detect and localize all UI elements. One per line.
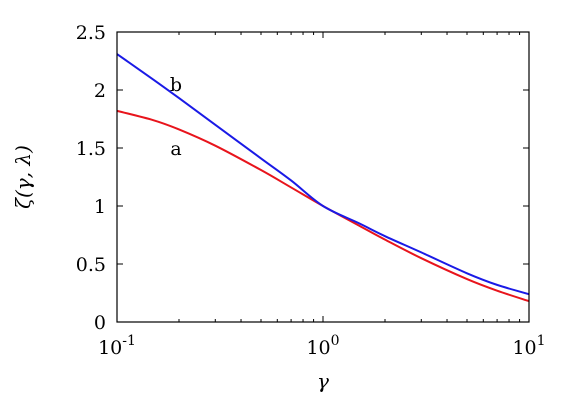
plot-frame [116, 31, 530, 323]
curve-label-b: b [170, 74, 182, 96]
x-axis-label: γ [317, 369, 329, 393]
curve-label-a: a [170, 138, 181, 160]
y-tick-label-4: 2 [94, 80, 106, 102]
x-tick-label-1: 100 [306, 333, 339, 359]
y-tick-label-0: 0 [94, 312, 106, 334]
y-tick-label-2: 1 [94, 196, 106, 218]
x-tick-label-0: 10-1 [98, 333, 136, 359]
y-tick-label-1: 0.5 [76, 254, 106, 276]
series-line-b [116, 53, 530, 296]
x-tick-label-2: 101 [512, 333, 545, 359]
plot-marks: 0 0.5 1 1.5 2 2.5 10-1 100 101 b a [76, 22, 546, 359]
y-tick-label-3: 1.5 [76, 138, 106, 160]
y-axis-label: ζ(γ, λ) [11, 145, 35, 209]
y-tick-label-5: 2.5 [76, 22, 106, 44]
